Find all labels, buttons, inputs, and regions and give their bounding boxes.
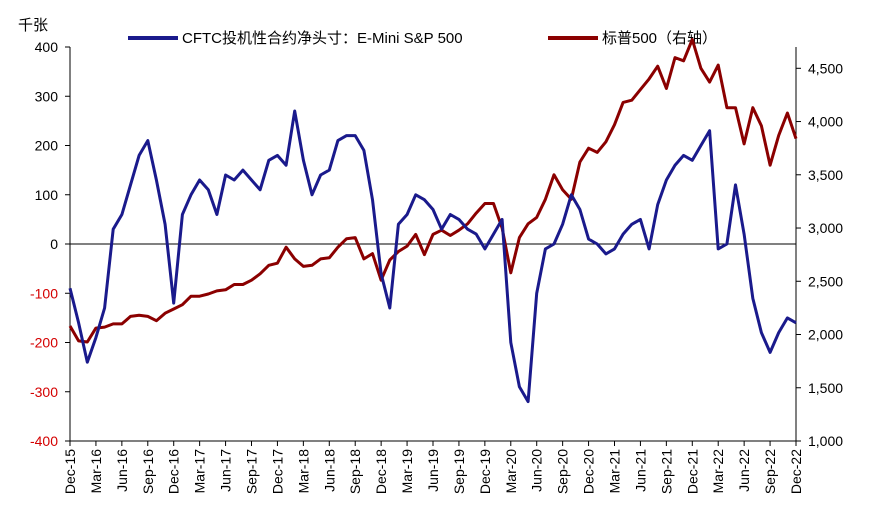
x-axis-tick-label: Jun-22 — [736, 449, 752, 492]
x-axis-tick-label: Dec-20 — [581, 449, 597, 494]
x-axis-tick-label: Jun-20 — [529, 449, 545, 492]
x-axis-tick-label: Jun-17 — [218, 449, 234, 492]
x-axis-tick-label: Dec-15 — [62, 449, 78, 494]
left-axis-tick-label: 400 — [35, 39, 59, 55]
x-axis-tick-label: Sep-19 — [451, 449, 467, 494]
series-line-cftc — [68, 109, 797, 404]
plot-area: 400 300 200 100 0 -100 -200 -300 -400 4,500 4,000… — [30, 38, 843, 494]
right-axis-tick-label: 3,000 — [808, 220, 843, 236]
x-axis-tick-label: Mar-16 — [88, 449, 104, 494]
x-axis-tick-label: Dec-19 — [477, 449, 493, 494]
x-axis-tick-label: Sep-20 — [555, 449, 571, 494]
right-axis-tick-label: 2,500 — [808, 273, 843, 289]
left-axis-tick-label: 0 — [50, 236, 58, 252]
x-axis-tick-label: Sep-17 — [244, 449, 260, 494]
right-axis-tick-label: 2,000 — [808, 327, 843, 343]
x-axis-tick-label: Mar-17 — [192, 449, 208, 494]
x-axis-tick-label: Dec-21 — [684, 449, 700, 494]
left-axis-tick-label: -100 — [30, 285, 58, 301]
x-axis-tick-label: Mar-22 — [710, 449, 726, 494]
right-axis-tick-label: 1,000 — [808, 433, 843, 449]
series-line-sp500 — [68, 38, 798, 344]
left-axis-tick-label: 100 — [35, 187, 59, 203]
x-axis-tick-label: Dec-16 — [166, 449, 182, 494]
left-axis-tick-label: -200 — [30, 335, 58, 351]
x-axis-tick-label: Mar-18 — [295, 449, 311, 494]
x-axis-tick-label: Dec-22 — [788, 449, 804, 494]
x-axis-tick-label: Sep-18 — [347, 449, 363, 494]
legend-label-cftc: CFTC投机性合约净头寸：E-Mini S&P 500 — [182, 30, 463, 47]
left-axis-tick-label: -300 — [30, 384, 58, 400]
right-axis-tick-label: 4,000 — [808, 114, 843, 130]
right-axis-ticks: 4,500 4,000 3,500 3,000 2,500 2,000 1,500 1,000 — [796, 60, 843, 449]
right-axis-tick-label: 4,500 — [808, 60, 843, 76]
left-axis-tick-label: 200 — [35, 138, 59, 154]
x-axis-tick-label: Jun-16 — [114, 449, 130, 492]
left-axis-unit: 千张 — [18, 17, 48, 34]
x-axis-tick-label: Sep-21 — [658, 449, 674, 494]
x-axis-tick-label: Mar-19 — [399, 449, 415, 494]
legend-label-sp500: 标普500（右轴） — [602, 30, 717, 47]
x-axis-tick-label: Mar-21 — [607, 449, 623, 494]
x-axis-tick-label: Mar-20 — [503, 449, 519, 494]
x-axis-tick-label: Jun-18 — [321, 449, 337, 492]
x-axis-ticks: Dec-15 Mar-16 Jun-16 Sep-16 Dec-16 Mar-17 Jun-… — [62, 441, 804, 494]
x-axis-tick-label: Dec-17 — [269, 449, 285, 494]
x-axis-tick-label: Dec-18 — [373, 449, 389, 494]
x-axis-tick-label: Sep-16 — [140, 449, 156, 494]
left-axis-tick-label: -400 — [30, 433, 58, 449]
x-axis-tick-label: Jun-21 — [632, 449, 648, 492]
right-axis-tick-label: 3,500 — [808, 167, 843, 183]
left-axis-ticks: 400 300 200 100 0 -100 -200 -300 -400 — [30, 39, 70, 449]
x-axis-tick-label: Sep-22 — [762, 449, 778, 494]
legend: CFTC投机性合约净头寸：E-Mini S&P 500 标普500（右轴） — [128, 30, 717, 47]
right-axis-tick-label: 1,500 — [808, 380, 843, 396]
x-axis-tick-label: Jun-19 — [425, 449, 441, 492]
left-axis-tick-label: 300 — [35, 88, 59, 104]
